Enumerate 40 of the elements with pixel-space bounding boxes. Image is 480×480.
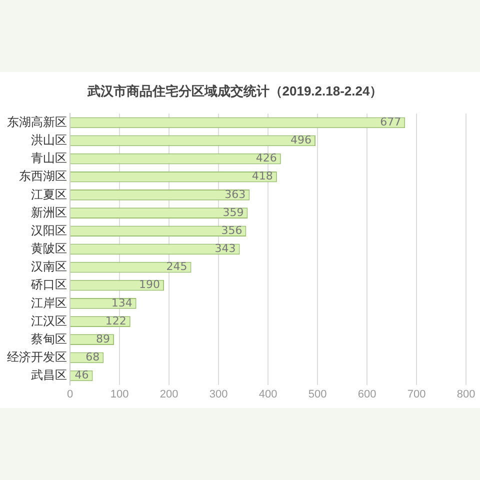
y-tick-label: 汉南区 <box>31 260 67 274</box>
x-tick-label: 200 <box>160 388 178 400</box>
y-tick-label: 青山区 <box>31 151 67 166</box>
x-tick-label: 100 <box>110 388 129 400</box>
y-tick-label: 汉阳区 <box>31 223 67 238</box>
y-tick-label: 武昌区 <box>31 368 67 382</box>
data-label: 68 <box>86 350 100 364</box>
data-label: 356 <box>221 224 242 237</box>
x-tick-label: 400 <box>258 388 278 400</box>
data-label: 426 <box>256 152 277 165</box>
data-label: 359 <box>222 206 244 219</box>
x-tick-label: 0 <box>66 388 74 400</box>
data-label: 134 <box>111 296 132 310</box>
x-tick-label: 500 <box>308 388 327 400</box>
data-label: 46 <box>74 368 89 382</box>
x-tick-label: 600 <box>358 388 376 400</box>
y-tick-label: 新洲区 <box>31 205 67 220</box>
data-label: 245 <box>166 260 188 274</box>
y-tick-label: 江汉区 <box>31 314 67 328</box>
y-tick-label: 经济开发区 <box>7 350 67 364</box>
y-tick-label: 洪山区 <box>31 133 67 148</box>
x-tick-label: 300 <box>209 388 228 400</box>
y-tick-label: 东西湖区 <box>19 169 67 184</box>
data-label: 190 <box>139 278 160 292</box>
data-label: 677 <box>380 116 402 128</box>
y-tick-label: 江岸区 <box>31 296 67 310</box>
x-tick-label: 700 <box>407 388 426 400</box>
y-tick-label: 硚口区 <box>30 278 67 292</box>
data-label: 122 <box>105 314 126 328</box>
data-label: 496 <box>290 134 312 147</box>
y-tick-label: 东湖高新区 <box>7 114 67 129</box>
data-label: 343 <box>214 242 236 256</box>
y-tick-label: 江夏区 <box>31 187 67 202</box>
data-label: 363 <box>224 188 246 201</box>
chart-title: 武汉市商品住宅分区域成交统计（2019.2.18-2.24） <box>86 83 383 98</box>
y-tick-label: 蔡甸区 <box>31 332 67 346</box>
data-label: 418 <box>252 170 273 183</box>
y-tick-label: 黄陂区 <box>31 242 67 256</box>
data-label: 89 <box>96 332 110 346</box>
x-tick-label: 800 <box>456 388 476 400</box>
